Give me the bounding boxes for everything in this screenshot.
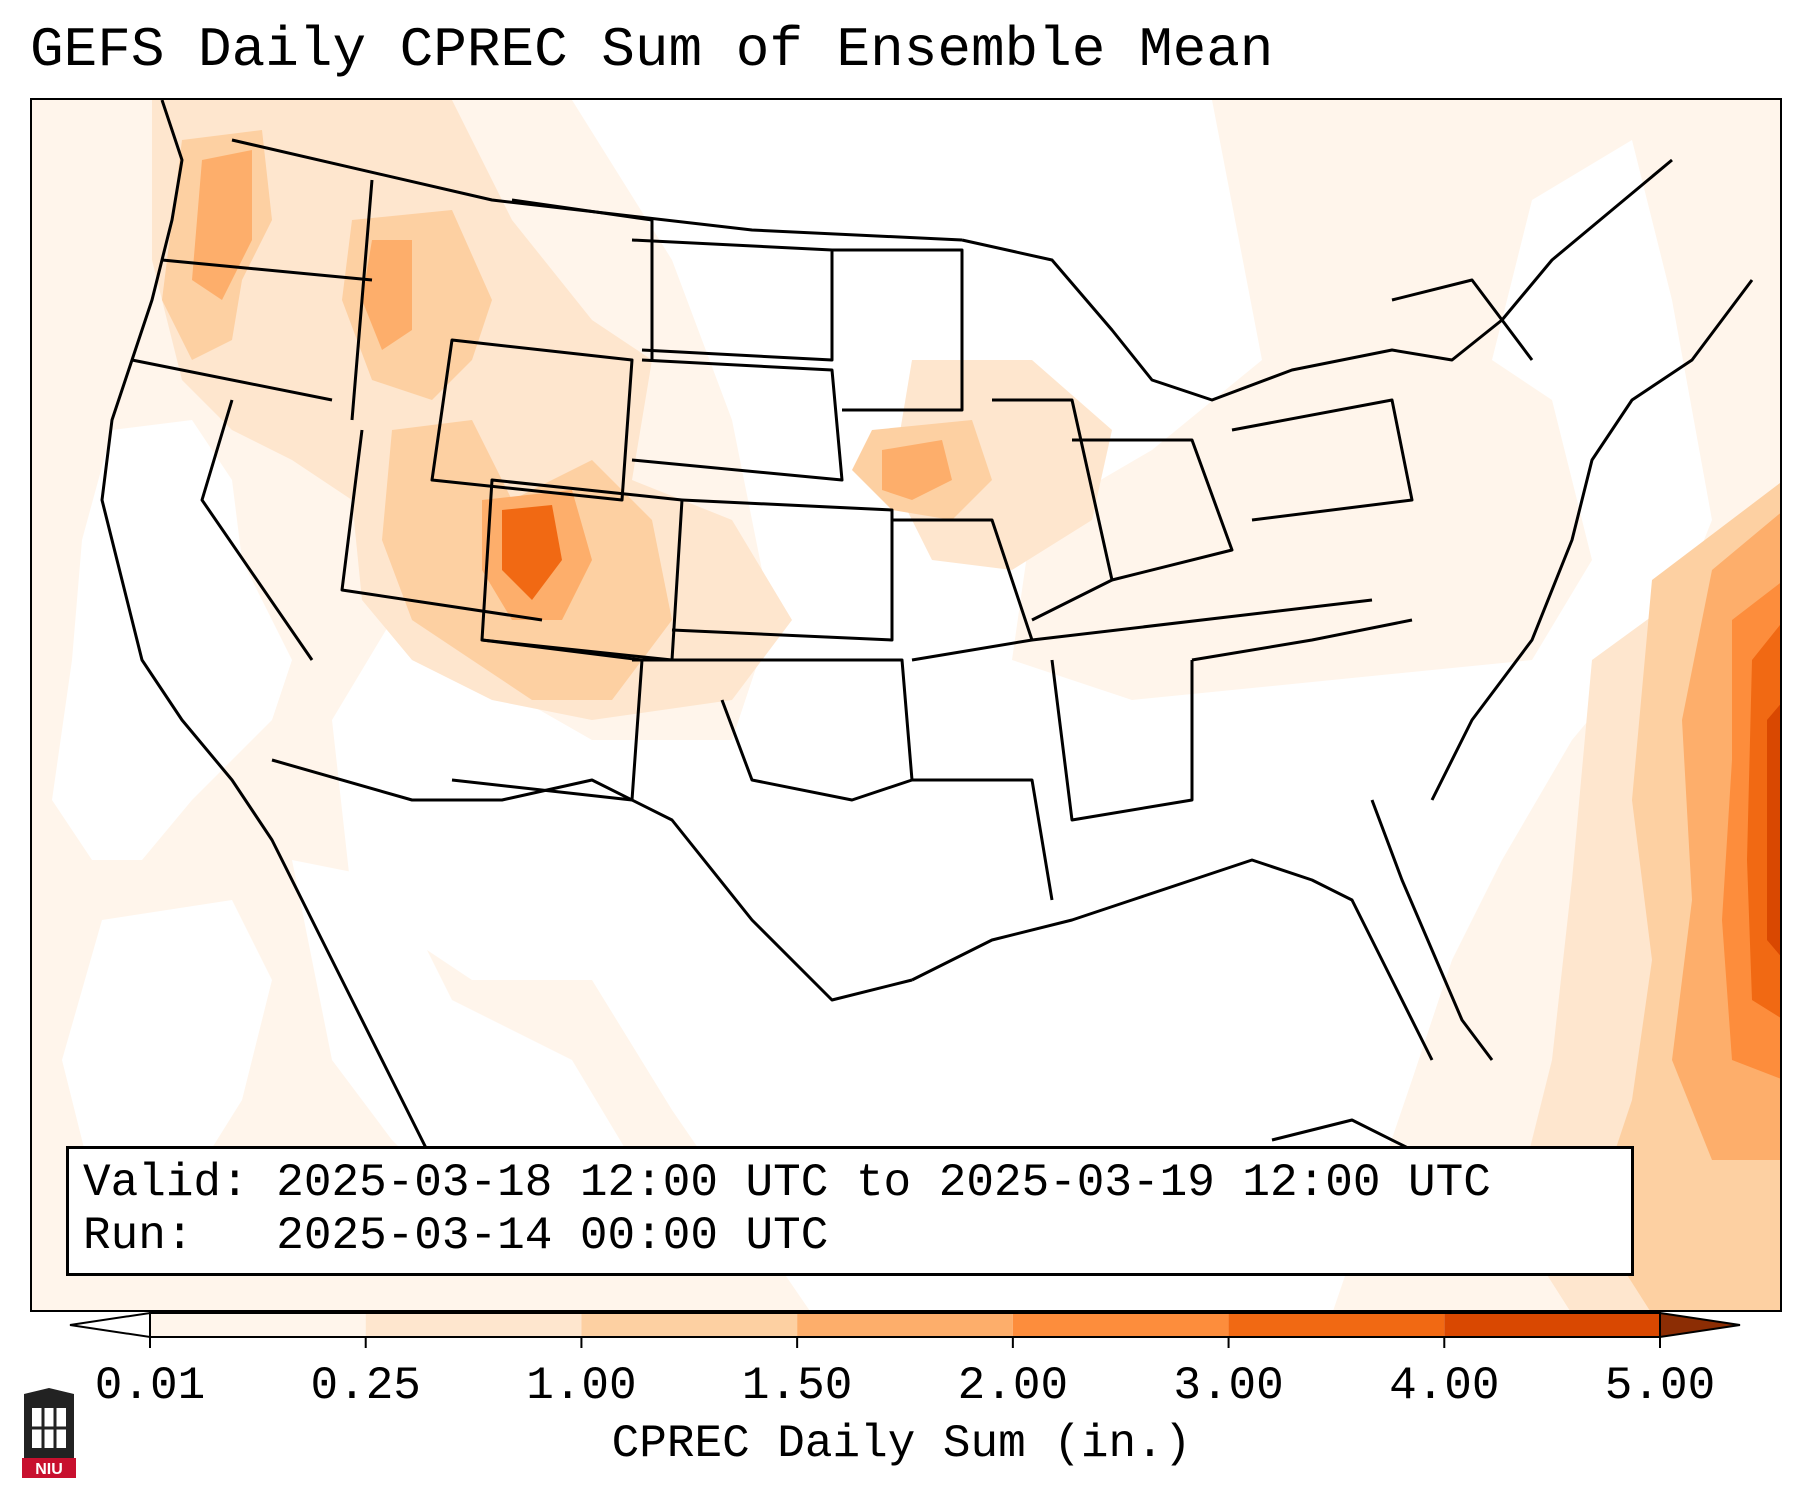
border-oklahoma-texas: [632, 658, 914, 802]
run-label: Run:: [83, 1210, 194, 1262]
border-illinois-indiana: [992, 398, 1114, 622]
colorbar-segment: [797, 1313, 1013, 1337]
colorbar-segment: [365, 1313, 582, 1337]
border-south-dakota: [631, 358, 844, 482]
border-wyoming: [430, 338, 634, 502]
border-missouri-arkansas: [892, 518, 1034, 662]
niu-logo: NIU: [22, 1388, 76, 1478]
dry-region-west: [52, 420, 292, 860]
dry-region-southwest: [62, 900, 272, 1180]
map-title: GEFS Daily CPREC Sum of Ensemble Mean: [30, 18, 1274, 82]
border-utah-arizona: [340, 429, 543, 622]
logo-banner: [22, 1458, 76, 1478]
colorbar-segment: [150, 1313, 366, 1337]
great-lakes: [961, 158, 1673, 402]
border-kansas-nebraska: [671, 498, 894, 642]
precip-zone-iowa-heavy: [882, 440, 952, 500]
colorbar-segment: [581, 1313, 798, 1337]
colorbar-tick-label: 3.00: [1173, 1360, 1284, 1412]
colorbar: [69, 1311, 1741, 1348]
border-pennsylvania: [1231, 398, 1414, 522]
colorbar-tick-label: 1.00: [526, 1360, 637, 1412]
colorbar-segment: [1228, 1313, 1445, 1337]
precip-zone-colorado-core: [502, 505, 562, 600]
border-new-mexico: [451, 638, 644, 802]
border-idaho-east: [350, 179, 374, 421]
colorbar-outline: [149, 1312, 1661, 1338]
dry-region-central: [332, 100, 1712, 1310]
precip-zone-idaho-heavy: [362, 240, 412, 350]
border-minnesota-iowa: [832, 248, 964, 412]
colorbar-tick-label: 2.00: [957, 1360, 1069, 1412]
info-box: Valid: 2025-03-18 12:00 UTC to 2025-03-1…: [66, 1146, 1634, 1276]
precip-map-canvas: [32, 100, 1780, 1310]
colorbar-under-arrow: [69, 1311, 151, 1339]
colorbar-segment: [1012, 1313, 1229, 1337]
logo-window-bars: [32, 1408, 66, 1448]
gulf-coast: [911, 858, 1434, 1061]
colorbar-tick-label: 0.01: [94, 1360, 206, 1412]
logo-text: NIU: [35, 1461, 63, 1478]
valid-label: Valid:: [83, 1157, 249, 1209]
colorbar-tick-label: 0.25: [310, 1360, 421, 1412]
east-coast: [1430, 279, 1754, 801]
valid-value: 2025-03-18 12:00 UTC to 2025-03-19 12:00…: [276, 1157, 1491, 1209]
border-georgia-alabama: [1050, 659, 1194, 822]
colorbar-segment: [1444, 1313, 1660, 1337]
precip-zone-atlantic-max: [1767, 704, 1780, 956]
run-value: 2025-03-14 00:00 UTC: [276, 1210, 829, 1262]
boundaries: [100, 100, 1754, 1182]
precip-zone-washington-heavy: [192, 150, 252, 300]
border-new-england: [1391, 278, 1534, 361]
border-oregon-south: [131, 358, 333, 402]
border-tennessee: [1031, 598, 1373, 642]
colorbar-tick-label: 4.00: [1389, 1360, 1500, 1412]
border-north-dakota: [631, 238, 834, 362]
colorbar-tick-label: 1.50: [741, 1360, 853, 1412]
precip-map: [30, 98, 1782, 1312]
colorbar-label: CPREC Daily Sum (in.): [611, 1418, 1192, 1470]
border-louisiana-mississippi: [912, 778, 1054, 901]
border-montana-dakotas: [511, 198, 654, 360]
dry-region-mexico: [292, 860, 632, 1240]
border-washington-oregon: [161, 258, 373, 282]
border-carolinas: [1191, 618, 1413, 662]
colorbar-over-arrow: [1659, 1311, 1741, 1339]
colorbar-tick-label: 5.00: [1604, 1360, 1716, 1412]
border-ohio-kentucky: [1072, 438, 1234, 582]
florida-peninsula: [1370, 799, 1494, 1061]
border-nevada: [200, 399, 314, 661]
